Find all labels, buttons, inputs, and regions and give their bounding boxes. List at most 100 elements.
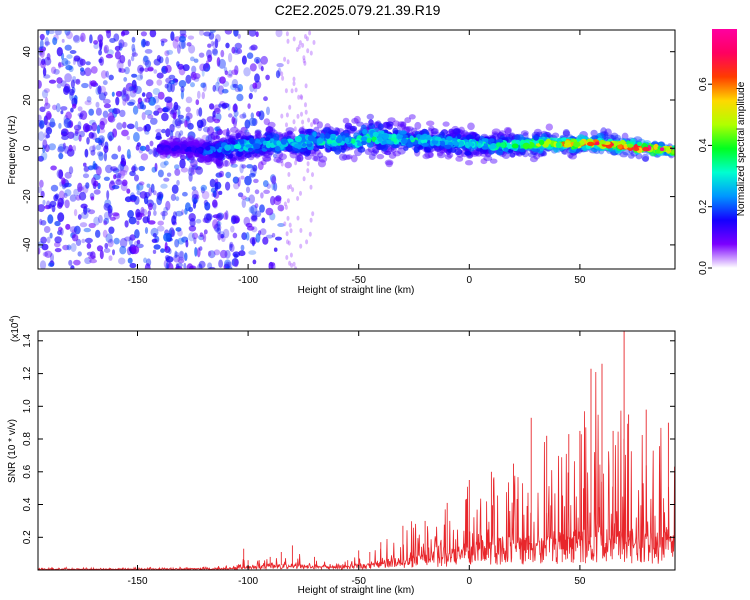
noise-blob [118, 39, 125, 49]
noise-blob [54, 236, 62, 244]
noise-blob [147, 114, 154, 120]
noise-blob [82, 173, 90, 179]
spectrogram-blob [446, 136, 453, 141]
snr-scale-prefix: (x10 [10, 322, 21, 342]
noise-blob [77, 182, 83, 193]
noise-blob [209, 30, 216, 33]
spectrogram-blob [353, 115, 361, 124]
spectrogram-blob [403, 146, 409, 151]
noise-blob [134, 174, 139, 182]
noise-blob [73, 225, 81, 235]
spectrogram-blob [312, 118, 320, 125]
noise-blob [39, 260, 47, 269]
noise-blob [137, 64, 144, 74]
spectrogram-blob [610, 132, 619, 140]
y-tick-label: 0 [22, 145, 33, 151]
noise-blob [218, 259, 224, 268]
spectrogram-blob [185, 146, 193, 152]
spectrogram-blob [350, 138, 356, 144]
noise-blob [120, 160, 127, 167]
noise-blob [277, 204, 285, 212]
noise-blob [276, 63, 284, 68]
noise-blob [107, 238, 114, 248]
spectrogram-blob [180, 144, 187, 150]
noise-blob [301, 119, 305, 125]
noise-blob [144, 97, 151, 103]
spectrogram-xlabel: Height of straight line (km) [298, 285, 415, 296]
colorbar: 0.0 0.2 0.4 0.6 Normalized spectral amplitu… [698, 29, 747, 275]
noise-blob [60, 227, 64, 236]
noise-blob [129, 99, 136, 105]
noise-blob [216, 220, 221, 231]
spectrogram-blob [366, 113, 374, 120]
noise-blob [296, 196, 300, 201]
noise-blob [196, 108, 200, 117]
noise-blob [131, 52, 138, 57]
noise-blob [141, 112, 146, 121]
spectrogram-blob [296, 154, 304, 163]
spectrogram-blob [405, 126, 414, 132]
spectrogram-blob [436, 151, 446, 159]
spectrogram-blob [280, 138, 288, 143]
noise-blob [246, 225, 255, 231]
noise-blob [99, 120, 105, 130]
noise-blob [143, 55, 149, 63]
noise-blob [165, 128, 171, 138]
noise-blob [212, 48, 218, 56]
noise-blob [215, 81, 220, 92]
noise-blob [250, 44, 258, 51]
noise-blob [209, 103, 215, 110]
noise-blob [124, 220, 129, 228]
noise-blob [98, 39, 103, 48]
noise-blob [140, 38, 146, 48]
noise-blob [140, 153, 149, 161]
noise-blob [111, 185, 120, 190]
noise-blob [198, 52, 205, 58]
noise-blob [92, 144, 96, 152]
noise-blob [304, 34, 307, 39]
noise-blob [246, 52, 254, 59]
noise-blob [268, 261, 274, 269]
y-tick-label: 0.6 [22, 464, 33, 478]
spectrogram-blob [301, 142, 307, 147]
spectrogram-blob [614, 134, 621, 141]
spectrogram-blob [426, 120, 435, 127]
noise-blob [265, 74, 270, 81]
noise-blob [112, 128, 118, 138]
noise-blob [165, 77, 172, 84]
noise-blob [277, 223, 285, 227]
noise-blob [207, 133, 216, 143]
noise-blob [91, 122, 98, 132]
noise-blob [185, 74, 192, 84]
noise-blob [184, 119, 188, 128]
noise-blob [152, 88, 161, 95]
spectrogram-blob [452, 141, 460, 146]
spectrogram-blob [263, 118, 270, 126]
noise-blob [184, 208, 188, 215]
spectrogram-blob [503, 126, 512, 134]
noise-blob [156, 72, 164, 79]
noise-blob [95, 101, 100, 108]
noise-blob [119, 245, 127, 255]
noise-blob [72, 103, 77, 109]
noise-blob [201, 68, 205, 77]
noise-blob [188, 44, 196, 54]
noise-blob [195, 166, 203, 175]
noise-blob [294, 160, 298, 166]
noise-blob [110, 166, 118, 172]
noise-blob [168, 74, 176, 80]
y-tick-label: 20 [22, 94, 33, 106]
spectrogram-blob [599, 140, 607, 145]
noise-blob [160, 210, 168, 217]
spectrogram-blob [409, 135, 414, 141]
noise-blob [191, 232, 199, 240]
spectrogram-blob [579, 140, 585, 146]
x-tick-label: -100 [238, 576, 258, 587]
noise-blob [68, 259, 73, 266]
noise-blob [284, 131, 288, 137]
noise-blob [40, 236, 47, 244]
noise-blob [61, 129, 68, 134]
noise-blob [61, 38, 65, 43]
noise-blob [52, 37, 58, 46]
noise-blob [203, 213, 212, 224]
